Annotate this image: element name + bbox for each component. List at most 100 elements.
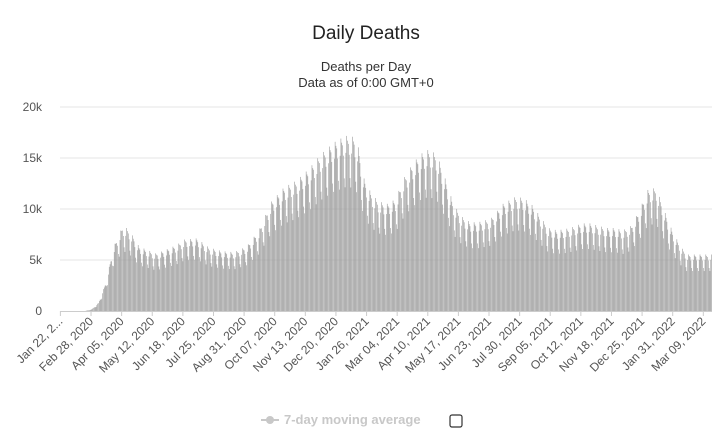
- bar: [295, 186, 297, 311]
- bar: [481, 225, 482, 311]
- bar: [611, 252, 612, 311]
- bar: [139, 249, 141, 311]
- bar: [401, 198, 402, 311]
- bar: [625, 231, 626, 311]
- bar: [646, 203, 648, 311]
- bar: [683, 253, 685, 311]
- bar: [98, 303, 99, 311]
- bar: [146, 256, 147, 311]
- bar: [117, 245, 118, 311]
- bar: [535, 240, 537, 311]
- bar: [645, 223, 646, 311]
- bar: [482, 242, 484, 311]
- bar: [425, 189, 426, 311]
- bar: [597, 234, 599, 311]
- bar: [172, 246, 174, 311]
- bar: [432, 167, 434, 311]
- bar: [350, 187, 352, 311]
- bar: [700, 256, 702, 311]
- y-tick-label: 5k: [29, 253, 43, 267]
- bar: [402, 218, 404, 311]
- bar: [483, 247, 485, 311]
- bar: [479, 221, 481, 311]
- bar: [600, 234, 602, 311]
- bar: [583, 231, 584, 311]
- bar: [430, 189, 432, 311]
- bar: [365, 187, 367, 311]
- bar: [486, 222, 487, 311]
- bar: [151, 258, 153, 311]
- bar: [353, 141, 354, 311]
- bar: [306, 174, 308, 311]
- bar: [231, 253, 232, 311]
- bar: [436, 191, 438, 311]
- bar: [697, 268, 698, 311]
- bar: [204, 260, 206, 311]
- bar: [610, 247, 611, 311]
- bar: [313, 169, 314, 311]
- bar: [555, 232, 557, 311]
- bar: [372, 206, 373, 311]
- bar: [141, 262, 142, 311]
- bar: [397, 204, 399, 311]
- bar: [407, 204, 409, 311]
- bar: [568, 231, 569, 311]
- bar: [266, 215, 267, 311]
- bar: [194, 245, 196, 311]
- bar: [540, 239, 542, 311]
- bar: [501, 236, 502, 311]
- legend-checkbox[interactable]: [449, 414, 463, 428]
- bar: [367, 215, 368, 311]
- bar: [340, 138, 342, 311]
- bar: [201, 242, 203, 311]
- bar: [511, 211, 512, 311]
- bar: [592, 245, 594, 311]
- bar: [123, 236, 124, 311]
- bar: [496, 221, 497, 311]
- bar: [274, 224, 276, 311]
- bar: [387, 206, 389, 311]
- bar: [463, 220, 464, 311]
- bar: [276, 207, 277, 311]
- bar: [642, 204, 644, 311]
- bar: [168, 251, 170, 311]
- bar: [505, 213, 506, 311]
- bar: [702, 260, 703, 311]
- bar: [209, 254, 211, 311]
- bar: [145, 251, 146, 311]
- bar: [420, 200, 421, 311]
- bar: [570, 251, 572, 311]
- bar: [470, 231, 472, 311]
- bar: [329, 150, 331, 311]
- bar: [487, 229, 489, 311]
- bar: [446, 189, 448, 311]
- legend-moving-average[interactable]: 7-day moving average: [261, 412, 421, 427]
- bar: [99, 299, 101, 311]
- bar: [100, 299, 102, 311]
- bar: [621, 249, 623, 311]
- bar: [499, 218, 501, 311]
- bar: [155, 253, 156, 311]
- bar: [209, 250, 210, 311]
- bar: [698, 260, 700, 311]
- bar: [133, 241, 135, 311]
- bar: [689, 257, 691, 311]
- bar: [598, 246, 600, 311]
- bar: [501, 215, 503, 311]
- bar: [474, 224, 476, 311]
- bar: [119, 240, 121, 311]
- bar: [239, 264, 241, 311]
- bar: [314, 178, 315, 311]
- bar: [199, 257, 200, 311]
- bar: [628, 251, 630, 311]
- bar: [89, 310, 90, 311]
- bar: [289, 187, 290, 311]
- bar: [131, 241, 132, 311]
- bar: [449, 226, 450, 311]
- legend-label[interactable]: 7-day moving average: [284, 412, 421, 427]
- bar: [708, 268, 710, 311]
- bar: [234, 269, 236, 311]
- bar: [647, 189, 649, 311]
- bar: [290, 197, 292, 311]
- bar: [554, 229, 556, 311]
